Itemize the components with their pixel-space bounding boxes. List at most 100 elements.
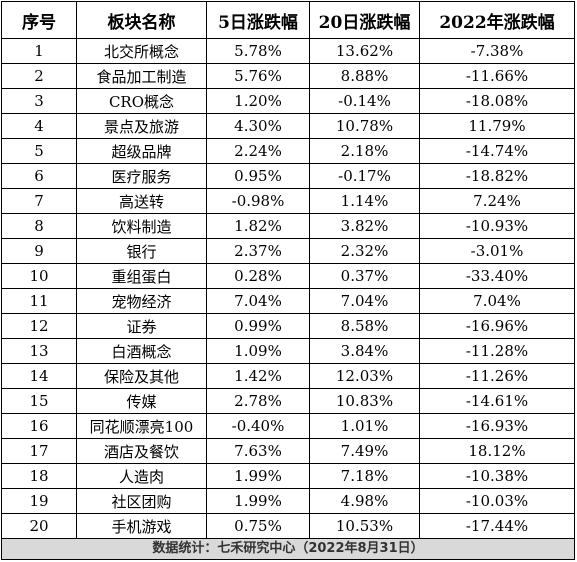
change-20d: 7.04%: [309, 288, 420, 314]
row-index: 12: [1, 313, 77, 339]
row-index: 10: [1, 263, 77, 289]
sector-name: 传媒: [76, 388, 207, 414]
sector-name: 高送转: [76, 188, 207, 214]
table-row: 20 手机游戏 0.75% 10.53% -17.44%: [1, 513, 575, 539]
change-5d: -0.40%: [206, 413, 310, 439]
row-index: 3: [1, 88, 77, 114]
change-2022: -17.44%: [419, 513, 575, 539]
table-row: 6 医疗服务 0.95% -0.17% -18.82%: [1, 163, 575, 189]
row-index: 13: [1, 338, 77, 364]
change-5d: -0.98%: [206, 188, 310, 214]
sector-name: 保险及其他: [76, 363, 207, 389]
sector-name: 超级品牌: [76, 138, 207, 164]
change-2022: -11.28%: [419, 338, 575, 364]
change-5d: 2.37%: [206, 238, 310, 264]
sector-name: 银行: [76, 238, 207, 264]
sector-name: 饮料制造: [76, 213, 207, 239]
sector-name: 同花顺漂亮100: [76, 413, 207, 439]
change-20d: -0.14%: [309, 88, 420, 114]
index-header: 序号: [1, 1, 77, 39]
table-row: 15 传媒 2.78% 10.83% -14.61%: [1, 388, 575, 414]
sector-name: 白酒概念: [76, 338, 207, 364]
change-2022: -33.40%: [419, 263, 575, 289]
change-5d: 4.30%: [206, 113, 310, 139]
change-2022: 7.24%: [419, 188, 575, 214]
table-row: 12 证券 0.99% 8.58% -16.96%: [1, 313, 575, 339]
sector-name: 手机游戏: [76, 513, 207, 539]
row-index: 9: [1, 238, 77, 264]
table-row: 2 食品加工制造 5.76% 8.88% -11.66%: [1, 63, 575, 89]
change-5d: 0.28%: [206, 263, 310, 289]
change-20d: 8.88%: [309, 63, 420, 89]
change-5d: 0.95%: [206, 163, 310, 189]
table-row: 9 银行 2.37% 2.32% -3.01%: [1, 238, 575, 264]
change-5d: 1.82%: [206, 213, 310, 239]
row-index: 2: [1, 63, 77, 89]
change-2022: -14.74%: [419, 138, 575, 164]
table-row: 5 超级品牌 2.24% 2.18% -14.74%: [1, 138, 575, 164]
sector-name: CRO概念: [76, 88, 207, 114]
table-row: 11 宠物经济 7.04% 7.04% 7.04%: [1, 288, 575, 314]
sector-name: 人造肉: [76, 463, 207, 489]
row-index: 19: [1, 488, 77, 514]
sector-name: 食品加工制造: [76, 63, 207, 89]
change-5d: 2.24%: [206, 138, 310, 164]
row-index: 16: [1, 413, 77, 439]
change-20d: 12.03%: [309, 363, 420, 389]
change-2022: -10.38%: [419, 463, 575, 489]
source-footer: 数据统计：七禾研究中心（2022年8月31日）: [1, 538, 575, 560]
change-20d: -0.17%: [309, 163, 420, 189]
change-5d: 1.99%: [206, 488, 310, 514]
table-row: 13 白酒概念 1.09% 3.84% -11.28%: [1, 338, 575, 364]
sector-performance-table: 序号 板块名称 5日涨跌幅 20日涨跌幅 2022年涨跌幅 1 北交所概念 5.78% 13.…: [1, 1, 575, 539]
change-20d: 13.62%: [309, 38, 420, 64]
sector-name: 宠物经济: [76, 288, 207, 314]
table-row: 19 社区团购 1.99% 4.98% -10.03%: [1, 488, 575, 514]
table-row: 16 同花顺漂亮100 -0.40% 1.01% -16.93%: [1, 413, 575, 439]
change-20d: 2.18%: [309, 138, 420, 164]
table-row: 14 保险及其他 1.42% 12.03% -11.26%: [1, 363, 575, 389]
change-2022: -10.03%: [419, 488, 575, 514]
sector-name: 证券: [76, 313, 207, 339]
change-20d: 4.98%: [309, 488, 420, 514]
change-2022: -3.01%: [419, 238, 575, 264]
row-index: 6: [1, 163, 77, 189]
change-20d: 10.53%: [309, 513, 420, 539]
row-index: 5: [1, 138, 77, 164]
change-20d: 10.78%: [309, 113, 420, 139]
change-20d: 1.14%: [309, 188, 420, 214]
table-row: 8 饮料制造 1.82% 3.82% -10.93%: [1, 213, 575, 239]
sector-name: 重组蛋白: [76, 263, 207, 289]
change-2022: 18.12%: [419, 438, 575, 464]
change-5d: 7.63%: [206, 438, 310, 464]
change-5d: 1.99%: [206, 463, 310, 489]
change-5d: 1.42%: [206, 363, 310, 389]
change-2022: -10.93%: [419, 213, 575, 239]
change-20d: 0.37%: [309, 263, 420, 289]
sector-name: 北交所概念: [76, 38, 207, 64]
change-5d: 5.78%: [206, 38, 310, 64]
row-index: 8: [1, 213, 77, 239]
change-2022-header: 2022年涨跌幅: [419, 1, 575, 39]
change-5d: 1.09%: [206, 338, 310, 364]
row-index: 14: [1, 363, 77, 389]
row-index: 7: [1, 188, 77, 214]
change-20d: 7.18%: [309, 463, 420, 489]
sector-name-header: 板块名称: [76, 1, 207, 39]
sector-name: 社区团购: [76, 488, 207, 514]
change-2022: -11.26%: [419, 363, 575, 389]
change-5d: 7.04%: [206, 288, 310, 314]
change-20d: 10.83%: [309, 388, 420, 414]
table-row: 4 景点及旅游 4.30% 10.78% 11.79%: [1, 113, 575, 139]
table-row: 17 酒店及餐饮 7.63% 7.49% 18.12%: [1, 438, 575, 464]
row-index: 17: [1, 438, 77, 464]
change-5d-header: 5日涨跌幅: [206, 1, 310, 39]
change-2022: -11.66%: [419, 63, 575, 89]
table-body: 1 北交所概念 5.78% 13.62% -7.38% 2 食品加工制造 5.76% 8.88%…: [1, 38, 575, 539]
change-2022: 7.04%: [419, 288, 575, 314]
change-5d: 0.99%: [206, 313, 310, 339]
change-20d-header: 20日涨跌幅: [309, 1, 420, 39]
row-index: 4: [1, 113, 77, 139]
sector-name: 医疗服务: [76, 163, 207, 189]
